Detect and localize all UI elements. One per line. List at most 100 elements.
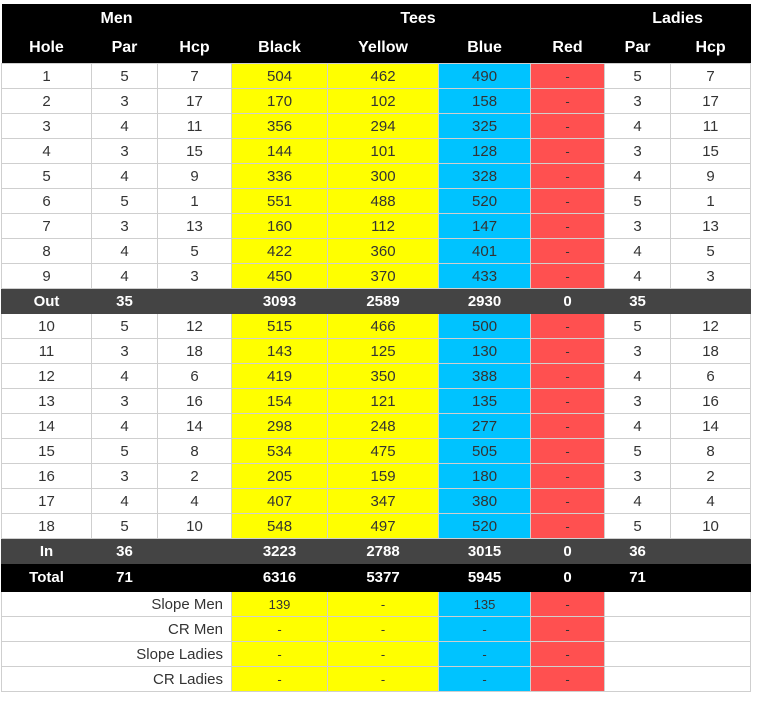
yellow-yardage: 5377 bbox=[327, 563, 440, 592]
men-par: 5 bbox=[91, 63, 158, 89]
red-yardage: - bbox=[530, 213, 606, 239]
hole-row: 15 5 8 534 475 505-5 8 bbox=[1, 438, 752, 464]
black-yardage: 515 bbox=[231, 313, 329, 339]
group-men: Men bbox=[1, 4, 232, 33]
ladies-par: 5 bbox=[604, 63, 672, 89]
hole-row: 10 5 12 515 466 500-5 12 bbox=[1, 313, 752, 339]
blue-yardage: 401 bbox=[438, 238, 532, 264]
empty-cell bbox=[604, 641, 752, 667]
hole-number: 4 bbox=[1, 138, 92, 164]
men-par: 71 bbox=[91, 563, 158, 592]
black-rating: 139 bbox=[231, 591, 329, 617]
blue-yardage: 158 bbox=[438, 88, 532, 114]
hole-row: 14 4 14 298 248 277-4 14 bbox=[1, 413, 752, 439]
yellow-yardage: 347 bbox=[327, 488, 440, 514]
black-yardage: 548 bbox=[231, 513, 329, 539]
ladies-par: 4 bbox=[604, 263, 672, 289]
rating-label: CR Men bbox=[0, 616, 233, 642]
hole-number: 11 bbox=[1, 338, 92, 364]
yellow-yardage: 121 bbox=[327, 388, 440, 414]
men-hcp bbox=[156, 288, 233, 314]
hole-number: 14 bbox=[1, 413, 92, 439]
col-red: Red bbox=[530, 33, 605, 64]
black-yardage: 154 bbox=[231, 388, 329, 414]
blue-yardage: 147 bbox=[438, 213, 532, 239]
ladies-hcp: 6 bbox=[670, 363, 752, 389]
men-par: 5 bbox=[91, 513, 158, 539]
men-hcp: 8 bbox=[156, 438, 233, 464]
blue-yardage: 5945 bbox=[438, 563, 532, 592]
yellow-yardage: 248 bbox=[327, 413, 440, 439]
men-hcp: 10 bbox=[156, 513, 233, 539]
ladies-hcp: 17 bbox=[670, 88, 752, 114]
red-yardage: - bbox=[530, 513, 606, 539]
black-rating: - bbox=[231, 616, 329, 642]
red-rating: - bbox=[530, 666, 606, 692]
blue-yardage: 180 bbox=[438, 463, 532, 489]
ladies-par: 36 bbox=[604, 538, 672, 564]
men-hcp: 15 bbox=[156, 138, 233, 164]
men-par: 4 bbox=[91, 488, 158, 514]
black-yardage: 170 bbox=[231, 88, 329, 114]
black-rating: - bbox=[231, 666, 329, 692]
rating-row: CR Men - - - - bbox=[0, 616, 752, 642]
ladies-par: 5 bbox=[604, 188, 672, 214]
men-hcp: 13 bbox=[156, 213, 233, 239]
ladies-par: 4 bbox=[604, 363, 672, 389]
blue-rating: 135 bbox=[438, 591, 532, 617]
col-yellow: Yellow bbox=[327, 33, 439, 64]
blue-yardage: 130 bbox=[438, 338, 532, 364]
red-yardage: 0 bbox=[530, 538, 606, 564]
blue-yardage: 2930 bbox=[438, 288, 532, 314]
hole-number: 16 bbox=[1, 463, 92, 489]
hole-number: 18 bbox=[1, 513, 92, 539]
men-par: 3 bbox=[91, 463, 158, 489]
ladies-hcp: 13 bbox=[670, 213, 752, 239]
men-hcp bbox=[156, 538, 233, 564]
col-men-hcp: Hcp bbox=[157, 33, 232, 64]
men-par: 3 bbox=[91, 338, 158, 364]
ladies-hcp bbox=[670, 563, 752, 592]
ladies-par: 3 bbox=[604, 338, 672, 364]
hole-row: 11 3 18 143 125 130-3 18 bbox=[1, 338, 752, 364]
hole-row: 8 4 5 422 360 401-4 5 bbox=[1, 238, 752, 264]
black-yardage: 3093 bbox=[231, 288, 329, 314]
blue-yardage: 520 bbox=[438, 513, 532, 539]
ladies-par: 3 bbox=[604, 213, 672, 239]
yellow-yardage: 488 bbox=[327, 188, 440, 214]
ladies-par: 3 bbox=[604, 388, 672, 414]
men-hcp: 5 bbox=[156, 238, 233, 264]
red-yardage: - bbox=[530, 313, 606, 339]
rating-label: CR Ladies bbox=[0, 666, 233, 692]
ladies-hcp: 15 bbox=[670, 138, 752, 164]
black-yardage: 298 bbox=[231, 413, 329, 439]
ladies-hcp: 18 bbox=[670, 338, 752, 364]
blue-rating: - bbox=[438, 641, 532, 667]
rating-row: Slope Ladies - - - - bbox=[0, 641, 752, 667]
blue-yardage: 380 bbox=[438, 488, 532, 514]
red-yardage: - bbox=[530, 163, 606, 189]
men-par: 3 bbox=[91, 213, 158, 239]
total-row-label: Total bbox=[1, 563, 92, 592]
red-yardage: 0 bbox=[530, 288, 606, 314]
red-yardage: - bbox=[530, 188, 606, 214]
black-yardage: 504 bbox=[231, 63, 329, 89]
red-yardage: - bbox=[530, 388, 606, 414]
black-yardage: 450 bbox=[231, 263, 329, 289]
black-yardage: 144 bbox=[231, 138, 329, 164]
yellow-yardage: 462 bbox=[327, 63, 440, 89]
col-black: Black bbox=[231, 33, 328, 64]
ladies-par: 3 bbox=[604, 463, 672, 489]
ladies-hcp bbox=[670, 288, 752, 314]
ladies-par: 5 bbox=[604, 438, 672, 464]
yellow-yardage: 370 bbox=[327, 263, 440, 289]
black-yardage: 336 bbox=[231, 163, 329, 189]
black-yardage: 143 bbox=[231, 338, 329, 364]
column-header-row: Hole Par Hcp Black Yellow Blue Red Par H… bbox=[1, 33, 751, 64]
blue-yardage: 135 bbox=[438, 388, 532, 414]
blue-yardage: 328 bbox=[438, 163, 532, 189]
yellow-yardage: 101 bbox=[327, 138, 440, 164]
red-yardage: - bbox=[530, 113, 606, 139]
black-yardage: 407 bbox=[231, 488, 329, 514]
hole-number: 15 bbox=[1, 438, 92, 464]
